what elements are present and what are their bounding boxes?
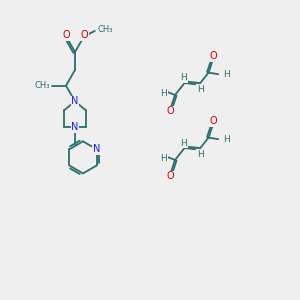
Text: H: H [180,74,187,82]
Text: H: H [223,70,230,79]
Text: O: O [62,30,70,40]
Text: O: O [210,51,217,61]
Text: H: H [180,139,187,148]
Text: H: H [223,135,230,144]
Text: O: O [210,116,217,126]
Text: O: O [167,171,174,182]
Text: CH₃: CH₃ [34,81,50,90]
Text: H: H [160,89,167,98]
Text: N: N [71,96,79,106]
Text: H: H [196,150,203,159]
Text: CH₃: CH₃ [98,26,113,34]
Text: O: O [167,106,174,116]
Text: N: N [71,122,79,132]
Text: H: H [160,154,167,163]
Text: N: N [93,144,100,154]
Text: H: H [196,85,203,94]
Text: O: O [80,30,88,40]
